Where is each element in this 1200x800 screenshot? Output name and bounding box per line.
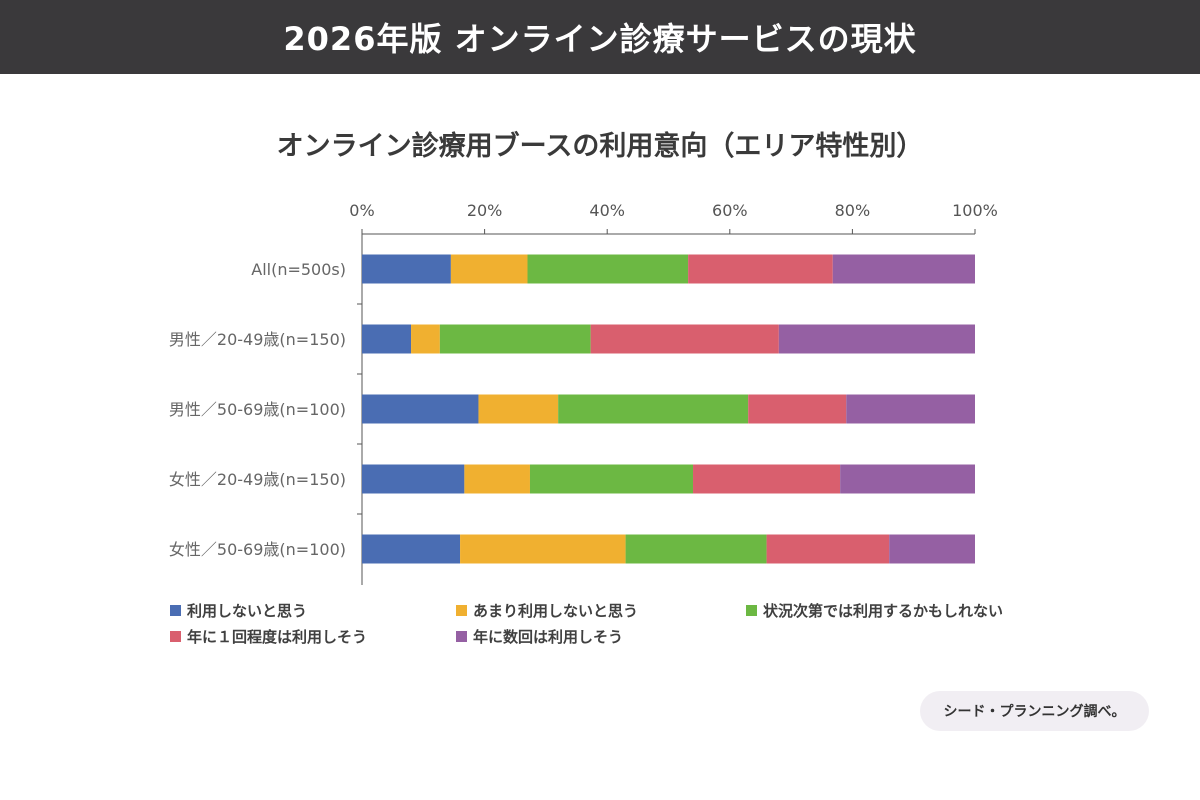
bar-segment — [889, 534, 975, 564]
bar-segment — [362, 324, 412, 354]
x-tick-label: 20% — [467, 201, 503, 220]
bar-segment — [362, 464, 465, 494]
x-tick-label: 40% — [589, 201, 625, 220]
legend-item: 利用しないと思う — [170, 600, 307, 621]
x-tick-label: 80% — [835, 201, 871, 220]
bar-segment — [362, 534, 461, 564]
x-tick-label: 0% — [349, 201, 374, 220]
category-label: 男性／50-69歳(n=100) — [169, 400, 346, 419]
bar-segment — [558, 394, 749, 424]
source-badge: シード・プランニング調べ。 — [920, 691, 1149, 731]
bar-segment — [362, 394, 479, 424]
category-label: 女性／50-69歳(n=100) — [169, 540, 346, 559]
bar-segment — [460, 534, 626, 564]
bar-segment — [693, 464, 841, 494]
legend-item: 状況次第では利用するかもしれない — [746, 600, 1003, 621]
bar-segment — [688, 254, 833, 284]
category-label: 男性／20-49歳(n=150) — [169, 330, 346, 349]
legend-swatch — [170, 631, 181, 642]
bar-segment — [439, 324, 591, 354]
bar-segment — [362, 254, 451, 284]
legend-label: 状況次第では利用するかもしれない — [763, 602, 1004, 620]
bar-segment — [846, 394, 975, 424]
chart-title: オンライン診療用ブースの利用意向（エリア特性別） — [276, 131, 924, 162]
category-label: 女性／20-49歳(n=150) — [169, 470, 346, 489]
legend-swatch — [456, 605, 467, 616]
bar-segment — [478, 394, 559, 424]
legend-label: 年に数回は利用しそう — [473, 628, 624, 646]
header-title: 2026年版 オンライン診療サービスの現状 — [283, 20, 917, 58]
bar-segment — [625, 534, 767, 564]
bar-segment — [590, 324, 779, 354]
legend-label: 利用しないと思う — [187, 602, 308, 620]
legend-swatch — [456, 631, 467, 642]
bar-segment — [411, 324, 440, 354]
category-label: All(n=500s) — [251, 260, 346, 279]
bar-segment — [464, 464, 530, 494]
header-banner: 2026年版 オンライン診療サービスの現状 — [0, 0, 1200, 74]
legend-label: あまり利用しないと思う — [473, 602, 639, 620]
x-tick-label: 60% — [712, 201, 748, 220]
legend-item: 年に１回程度は利用しそう — [170, 626, 367, 647]
legend-label: 年に１回程度は利用しそう — [187, 628, 368, 646]
bar-segment — [529, 464, 694, 494]
bar-segment — [832, 254, 975, 284]
bar-segment — [778, 324, 975, 354]
bar-segment — [766, 534, 890, 564]
legend-swatch — [170, 605, 181, 616]
bar-segment — [450, 254, 528, 284]
x-tick-label: 100% — [952, 201, 998, 220]
legend-item: あまり利用しないと思う — [456, 600, 638, 621]
legend-swatch — [746, 605, 757, 616]
bar-segment — [527, 254, 689, 284]
bar-segment — [840, 464, 975, 494]
legend-item: 年に数回は利用しそう — [456, 626, 623, 647]
bar-segment — [748, 394, 847, 424]
